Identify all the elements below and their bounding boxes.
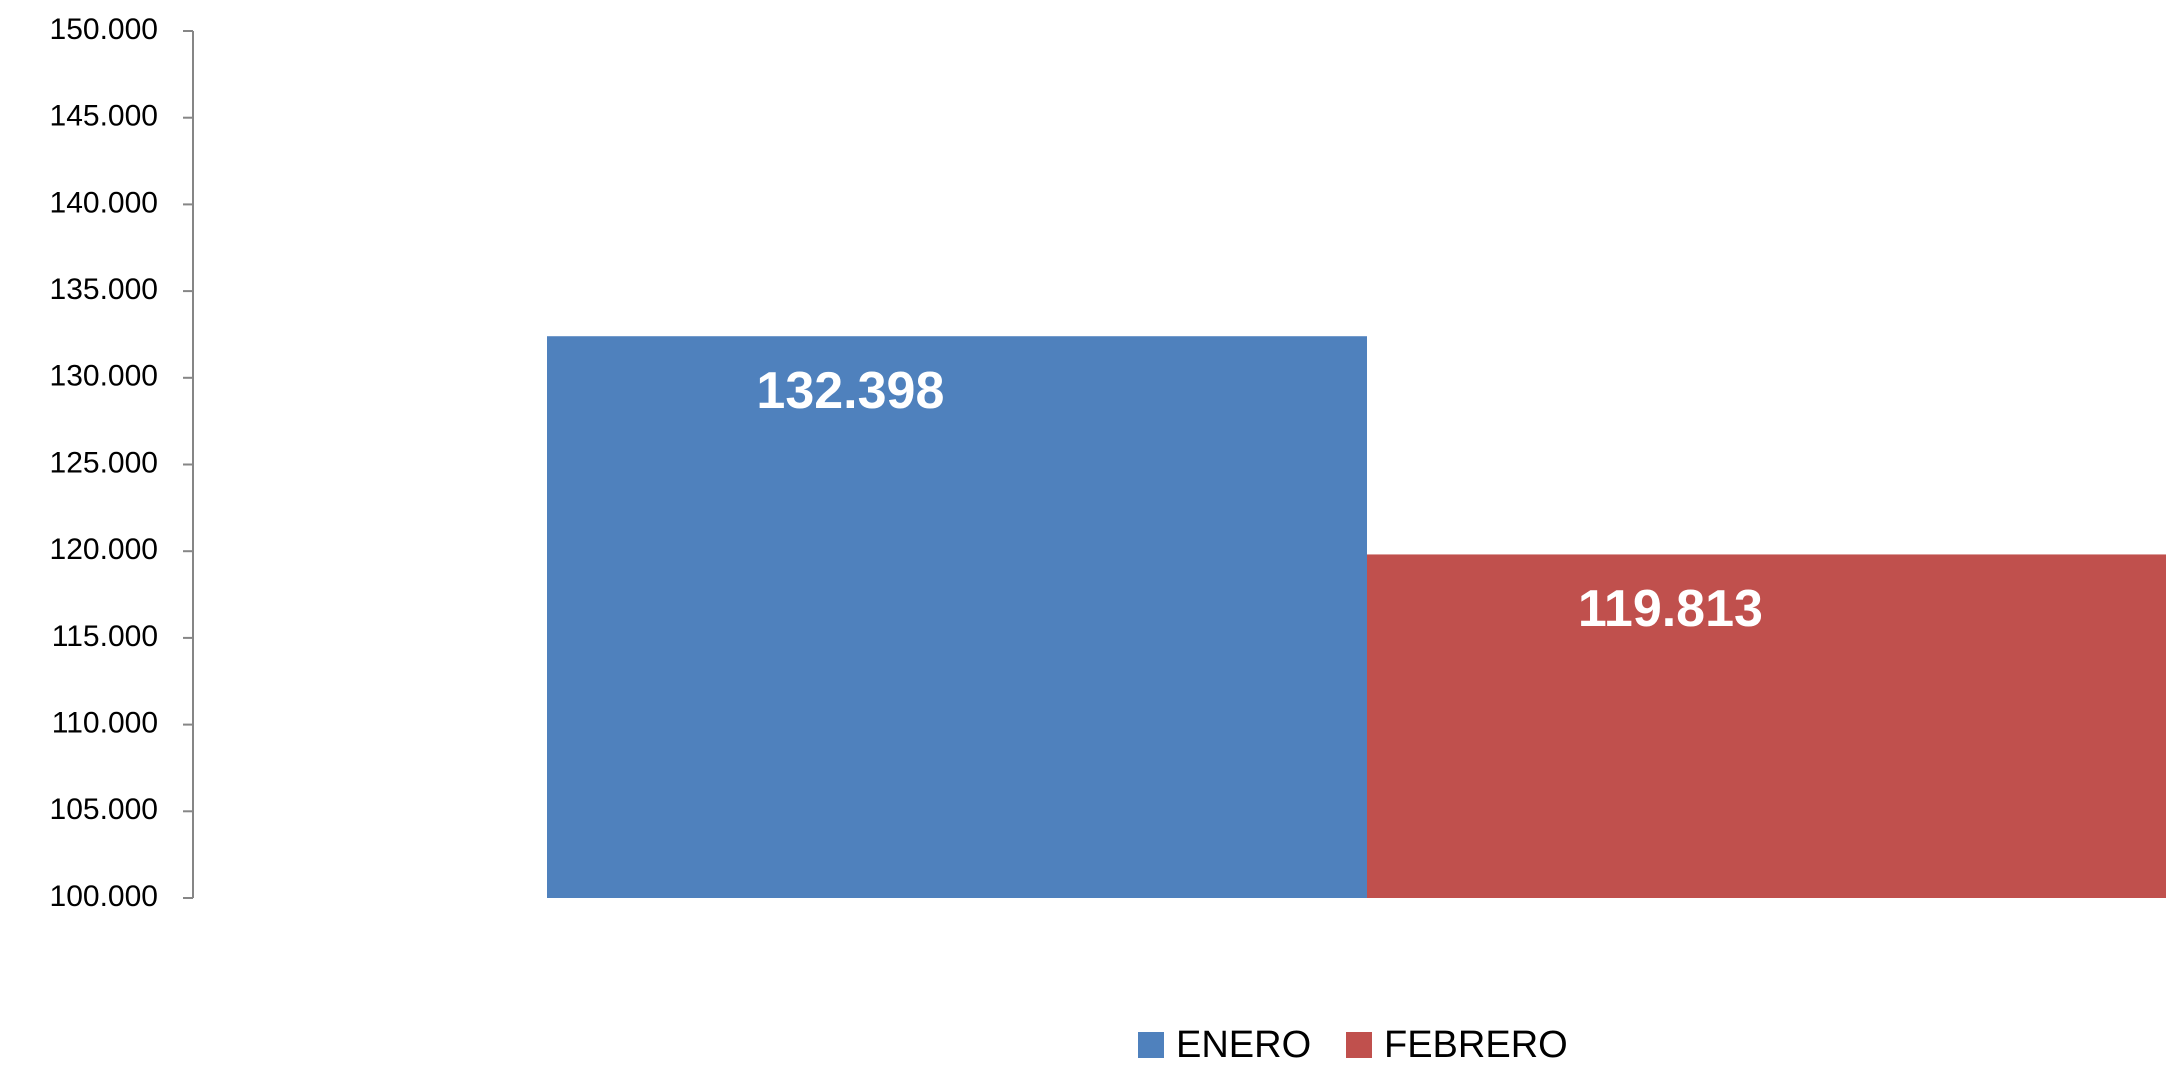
bar (1367, 554, 2166, 898)
y-tick-label: 110.000 (52, 707, 158, 740)
y-tick-label: 130.000 (50, 360, 158, 393)
bar (547, 336, 1367, 898)
y-tick-label: 100.000 (50, 880, 158, 913)
y-tick-label: 125.000 (50, 446, 158, 479)
y-tick-label: 145.000 (50, 100, 158, 133)
y-tick-label: 105.000 (50, 793, 158, 826)
y-tick-label: 120.000 (50, 533, 158, 566)
y-tick-label: 115.000 (52, 620, 158, 653)
legend-label: FEBRERO (1384, 1024, 1568, 1066)
data-label: 132.398 (756, 362, 944, 420)
legend-swatch (1138, 1032, 1164, 1058)
y-tick-label: 135.000 (50, 273, 158, 306)
y-tick-label: 150.000 (50, 13, 158, 46)
legend-swatch (1346, 1032, 1372, 1058)
legend-label: ENERO (1176, 1024, 1311, 1066)
y-tick-label: 140.000 (50, 186, 158, 219)
data-label: 119.813 (1578, 580, 1763, 638)
